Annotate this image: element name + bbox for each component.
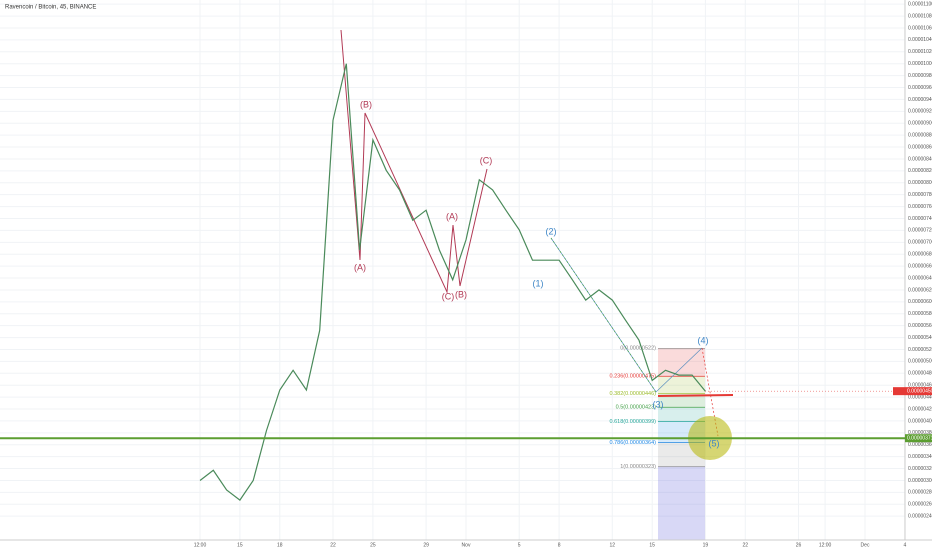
y-tick-label: 0.00000580 (908, 311, 932, 317)
x-tick-label: 29 (423, 542, 429, 548)
wave-label: (C) (442, 291, 455, 301)
wave-label: (3) (653, 399, 664, 409)
y-tick-label: 0.00000700 (908, 240, 932, 246)
x-tick-label: 5 (518, 542, 521, 548)
y-tick-label: 0.00000540 (908, 335, 932, 341)
y-tick-label: 0.00000340 (908, 454, 932, 460)
y-tick-label: 0.00000480 (908, 371, 932, 377)
x-tick-label: 15 (237, 542, 243, 548)
y-tick-label: 0.00000620 (908, 287, 932, 293)
fib-label: 0.5(0.00000423) (616, 405, 657, 411)
support-tag (905, 434, 932, 443)
wave-label: (2) (546, 226, 557, 236)
trend-dotted (550, 237, 657, 393)
abc-wave-line (340, 29, 488, 294)
fib-band (658, 393, 705, 408)
y-tick-label: 0.00000920 (908, 109, 932, 115)
wave-label: (A) (446, 211, 458, 221)
y-tick-label: 0.00001020 (908, 49, 932, 55)
y-tick-label: 0.00000900 (908, 121, 932, 127)
price-line (199, 63, 706, 501)
y-tick-label: 0.00000880 (908, 132, 932, 138)
y-tick-label: 0.00000600 (908, 299, 932, 305)
grid (0, 0, 906, 540)
y-tick-label: 0.00000720 (908, 228, 932, 234)
y-tick-label: 0.00001000 (908, 61, 932, 67)
y-tick-label: 0.00000280 (908, 490, 932, 496)
y-tick-label: 0.00000560 (908, 323, 932, 329)
y-tick-label: 0.00000760 (908, 204, 932, 210)
y-tick-label: 0.00000940 (908, 97, 932, 103)
y-tick-label: 0.00000460 (908, 383, 932, 389)
wave-label: (1) (533, 278, 544, 288)
wave-label: (B) (455, 289, 467, 299)
y-tick-label: 0.00000820 (908, 168, 932, 174)
fib-extension (658, 466, 705, 540)
x-tick-label: 26 (796, 542, 802, 548)
x-tick-label: 19 (703, 542, 709, 548)
y-tick-label: 0.00000380 (908, 430, 932, 436)
y-tick-label: 0.00000800 (908, 180, 932, 186)
fib-label: 0.786(0.00000364) (610, 440, 657, 446)
x-tick-label: 22 (330, 542, 336, 548)
y-tick-label: 0.00000240 (908, 514, 932, 520)
fib-band (658, 348, 705, 377)
wave-label: (C) (480, 155, 493, 165)
plot (199, 63, 706, 501)
y-tick-label: 0.00000740 (908, 216, 932, 222)
y-tick-label: 0.00000500 (908, 359, 932, 365)
x-tick-label: Nov (462, 542, 471, 548)
y-tick-label: 0.00000960 (908, 85, 932, 91)
y-tick-label: 0.00001100 (908, 1, 932, 7)
x-tick-label: 15 (649, 542, 655, 548)
y-tick-label: 0.00000860 (908, 144, 932, 150)
fib-label: 0(0.00000522) (620, 346, 656, 352)
y-tick-label: 0.00000780 (908, 192, 932, 198)
x-tick-label: 12 (610, 542, 616, 548)
y-tick-label: 0.00000360 (908, 442, 932, 448)
last-price-tag (893, 387, 932, 396)
x-tick-label: Dec (861, 542, 870, 548)
y-tick-label: 0.00000980 (908, 73, 932, 79)
fib-label: 1(0.00000323) (620, 464, 656, 470)
x-tick-label: 22 (743, 542, 749, 548)
impulse-wave-line (550, 237, 703, 393)
x-tick-label: 25 (370, 542, 376, 548)
y-tick-label: 0.00000420 (908, 406, 932, 412)
support-tag-label: 0.00000371 (907, 436, 932, 442)
y-tick-label: 0.00001040 (908, 37, 932, 43)
y-tick-label: 0.00000400 (908, 418, 932, 424)
y-tick-label: 0.00000320 (908, 466, 932, 472)
wave-label: (A) (354, 262, 366, 272)
y-tick-label: 0.00000520 (908, 347, 932, 353)
last-price-label: 0.00000450 (907, 388, 932, 394)
y-tick-label: 0.00000300 (908, 478, 932, 484)
fib-label: 0.236(0.00000475) (610, 374, 657, 380)
projection-line (701, 347, 719, 437)
y-tick-label: 0.00000640 (908, 275, 932, 281)
x-tick-label: 18 (277, 542, 283, 548)
y-tick-label: 0.00001080 (908, 13, 932, 19)
red-level-line (657, 394, 734, 397)
wave-label: (B) (360, 99, 372, 109)
y-tick-label: 0.00000440 (908, 394, 932, 400)
chart-title: Ravencoin / Bitcoin, 45, BINANCE (5, 5, 96, 11)
fib-retracement: 0(0.00000522) 0.236(0.00000475) 0.382(0.00… (610, 346, 705, 540)
y-tick-label: 0.00000260 (908, 502, 932, 508)
fib-label: 0.382(0.00000446) (610, 391, 657, 397)
x-tick-label: 4 (904, 542, 907, 548)
fib-band (658, 376, 705, 394)
x-tick-label: 8 (558, 542, 561, 548)
wave-label: (5) (709, 438, 720, 448)
fib-label: 0.618(0.00000399) (610, 419, 657, 425)
x-tick-label: 12:00 (819, 542, 832, 548)
fib-band (658, 407, 705, 422)
y-tick-label: 0.00000660 (908, 263, 932, 269)
y-tick-label: 0.00000680 (908, 252, 932, 258)
x-tick-label: 12:00 (194, 542, 207, 548)
y-tick-label: 0.00000840 (908, 156, 932, 162)
y-tick-label: 0.00001060 (908, 25, 932, 31)
wave-label: (4) (698, 335, 709, 345)
